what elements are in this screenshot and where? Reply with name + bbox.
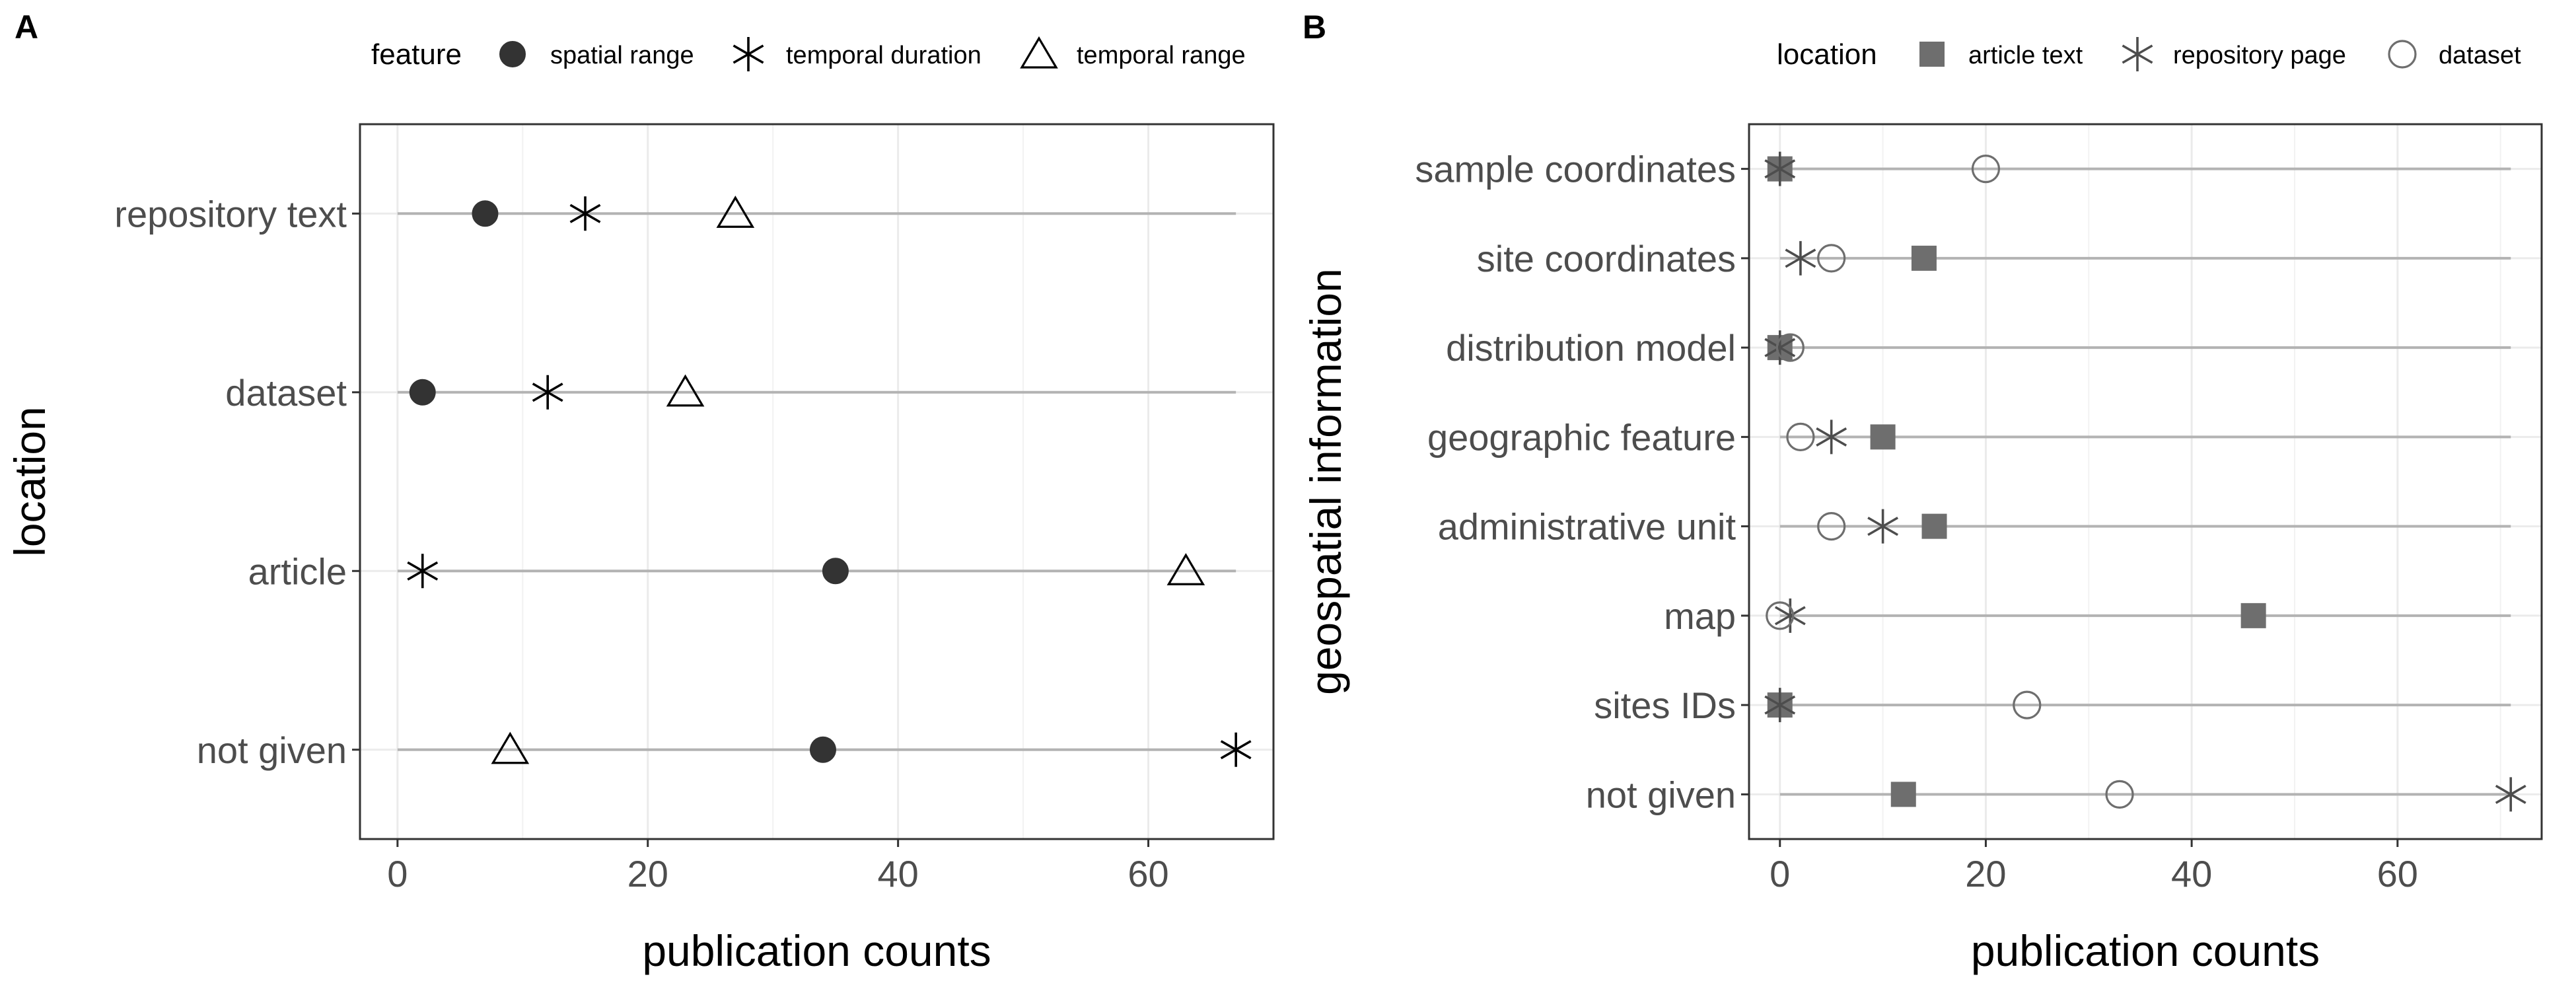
plot-background [1749, 124, 2542, 839]
data-point [1764, 688, 1796, 723]
panel-border [359, 123, 1275, 840]
legend-title: location [1777, 38, 1877, 71]
data-point [1786, 422, 1815, 451]
data-point [716, 196, 755, 228]
data-point [1775, 333, 1805, 362]
data-point [1816, 420, 1847, 455]
y-tick-label: site coordinates [1477, 238, 1736, 279]
y-tick-label: repository text [114, 193, 347, 235]
panel-letter: B [1303, 9, 1326, 46]
data-point [1766, 601, 1795, 630]
panel-border [1748, 123, 2543, 840]
legend-title: feature [371, 38, 462, 71]
data-point [822, 558, 849, 585]
x-tick-label: 60 [1127, 853, 1168, 895]
x-tick-label: 40 [2171, 853, 2212, 895]
legend: location article text repository page datas… [1777, 37, 2521, 71]
y-tick-label: article [248, 550, 347, 592]
data-point [1774, 598, 1806, 633]
data-point [409, 379, 436, 406]
y-axis-title: geospatial information [1301, 268, 1350, 695]
data-point [1764, 151, 1796, 186]
data-point [532, 375, 563, 410]
x-tick-label: 20 [627, 853, 668, 895]
data-point [1220, 732, 1252, 767]
data-point [1867, 509, 1899, 544]
data-point [1166, 553, 1205, 585]
legend-marker [2122, 37, 2153, 71]
x-tick-label: 60 [2377, 853, 2418, 895]
data-point [1870, 424, 1896, 450]
y-tick-label: administrative unit [1438, 506, 1736, 548]
x-tick-label: 0 [387, 853, 408, 895]
series-dataset [1766, 155, 2134, 809]
x-tick-label: 20 [1965, 853, 2006, 895]
legend-label: article text [1968, 42, 2083, 69]
y-tick-label: distribution model [1446, 327, 1736, 369]
series-temporal-range [491, 196, 1205, 764]
y-tick-label: not given [1586, 774, 1736, 815]
y-tick-label: sample coordinates [1415, 149, 1736, 190]
y-tick-label: sites IDs [1594, 684, 1736, 726]
x-axis-title: publication counts [642, 926, 991, 975]
legend-marker [499, 41, 526, 67]
x-tick-label: 40 [877, 853, 918, 895]
data-point [809, 736, 836, 763]
legend-marker [733, 37, 764, 71]
data-point [1817, 244, 1846, 273]
plot-background [360, 124, 1273, 839]
panel-letter: A [15, 9, 38, 46]
legend: feature spatial range temporal duration tem… [371, 36, 1246, 71]
y-tick-label: map [1664, 595, 1736, 637]
legend-label: dataset [2439, 42, 2521, 69]
data-point [666, 374, 705, 407]
data-point [407, 554, 439, 589]
data-point [2105, 780, 2134, 809]
legend-marker [2388, 40, 2417, 69]
x-axis-title: publication counts [1971, 926, 2320, 975]
legend-label: repository page [2173, 42, 2346, 69]
data-point [2013, 690, 2042, 719]
data-point [1971, 155, 2001, 184]
x-tick-label: 0 [1770, 853, 1790, 895]
legend-label: temporal duration [786, 42, 982, 69]
data-point [1921, 513, 1947, 539]
data-point [569, 196, 601, 231]
y-tick-label: dataset [225, 372, 347, 414]
series-temporal-duration [407, 196, 1252, 767]
series-repository-page [1764, 151, 2526, 812]
y-tick-label: not given [197, 729, 347, 771]
y-tick-label: geographic feature [1427, 416, 1736, 458]
data-point [1785, 240, 1816, 275]
data-point [1817, 512, 1846, 541]
data-point [2495, 777, 2526, 812]
data-point [1911, 245, 1937, 271]
data-point [491, 731, 530, 764]
legend-marker [1919, 42, 1945, 67]
legend-label: temporal range [1077, 42, 1246, 69]
data-point [1764, 330, 1796, 365]
legend-marker [1020, 36, 1058, 69]
data-point [2240, 603, 2266, 628]
series-spatial-range [409, 200, 849, 763]
legend-label: spatial range [550, 42, 694, 69]
data-point [472, 200, 499, 227]
y-axis-title: location [5, 406, 54, 557]
data-point [1890, 782, 1916, 807]
